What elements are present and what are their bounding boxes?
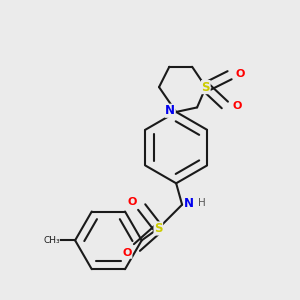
Text: N: N [165,104,175,117]
Text: O: O [123,248,132,258]
Text: S: S [154,222,163,235]
Text: O: O [232,101,242,111]
Text: S: S [202,81,210,94]
Text: N: N [184,197,194,210]
Text: H: H [198,199,206,208]
Text: O: O [128,197,137,207]
Text: O: O [236,69,245,79]
Text: CH₃: CH₃ [43,236,60,245]
